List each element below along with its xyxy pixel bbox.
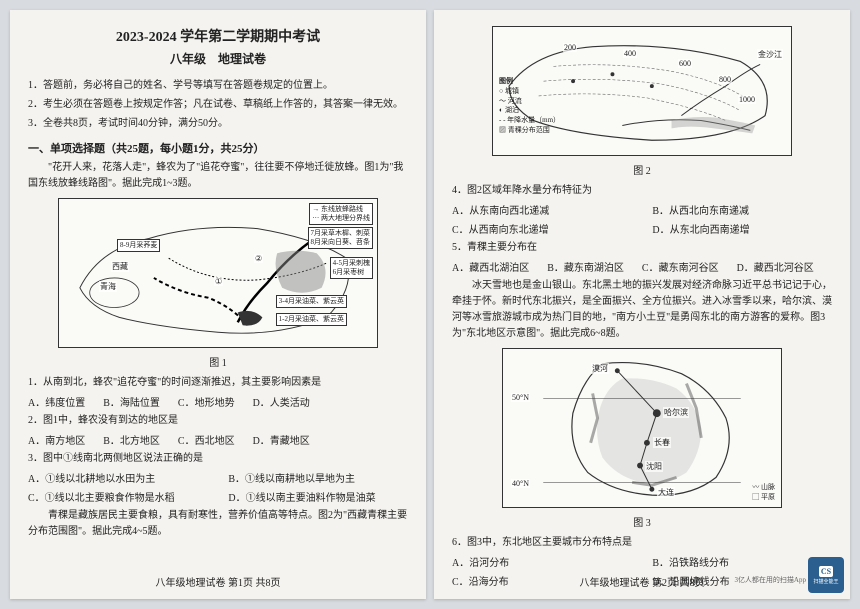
q6-options-row1: A．沿河分布 B．沿铁路线分布 [452, 554, 832, 569]
exam-subtitle: 八年级 地理试卷 [28, 50, 408, 67]
fig3-caption: 图 3 [452, 514, 832, 529]
q4-opt-c: C．从西南向东北递增 [452, 221, 634, 236]
passage-1: "花开人来，花落人走"，蜂农为了"追花夺蜜"，往往要不停地迁徙放蜂。图1为"我国… [28, 160, 408, 192]
q6-opt-b: B．沿铁路线分布 [652, 554, 729, 569]
label-xizang: 西藏 [111, 261, 129, 272]
q4-opt-b: B．从西北向东南递减 [652, 202, 749, 217]
q6-stem: 6．图3中，东北地区主要城市分布特点是 [452, 535, 832, 551]
box-br1: 3-4月采油菜、紫云英 [276, 295, 347, 308]
lat-40: 40°N [511, 479, 530, 488]
q2-opt-c: C．西北地区 [178, 432, 235, 447]
q4-options-row1: A．从东南向西北递减 B．从西北向东南递减 [452, 202, 832, 217]
q2-opt-a: A．南方地区 [28, 432, 85, 447]
fig1-caption: 图 1 [28, 354, 408, 369]
instructions-block: 1．答题前，务必将自己的姓名、学号等填写在答题卷规定的位置上。 2．考生必须在答… [28, 77, 408, 132]
label-line1: ① [214, 277, 223, 286]
cs-icon: CS [819, 566, 833, 577]
q3-opt-b: B．①线以南耕地以旱地为主 [228, 470, 355, 485]
q3-options-row1: A．①线以北耕地以水田为主 B．①线以南耕地以旱地为主 [28, 470, 408, 485]
q5-opt-c: C．藏东南河谷区 [642, 259, 719, 274]
box-tr: 7月采草木樨、刺菜 8月采向日葵、苕条 [308, 227, 374, 249]
contour-200: 200 [563, 43, 577, 52]
legend-arrows: → 东线放蜂路线 ⋯ 两大地理分界线 [309, 203, 373, 225]
q4-stem: 4．图2区域年降水量分布特征为 [452, 183, 832, 199]
q1-opt-d: D．人类活动 [253, 394, 310, 409]
fig2-caption: 图 2 [452, 162, 832, 177]
box-mr: 4-5月采刺槐 6月采枣树 [330, 257, 373, 279]
q4-options-row2: C．从西南向东北递增 D．从东北向西南递增 [452, 221, 832, 236]
label-qinghai: 青海 [99, 281, 117, 292]
q4-opt-d: D．从东北向西南递增 [652, 221, 749, 236]
q2-options: A．南方地区 B．北方地区 C．西北地区 D．青藏地区 [28, 432, 408, 447]
q5-opt-a: A．藏西北湖泊区 [452, 259, 529, 274]
instruction-1: 1．答题前，务必将自己的姓名、学号等填写在答题卷规定的位置上。 [28, 77, 408, 94]
fig2-legend: 图例 ○ 城镇 ～ 河流 ◐ 湖泊 - - 年降水量（mm） ▨ 青稞分布范围 [499, 77, 560, 136]
q5-options: A．藏西北湖泊区 B．藏东南湖泊区 C．藏东南河谷区 D．藏西北河谷区 [452, 259, 832, 274]
fig3-legend: 〰 山脉 ▢ 平原 [752, 483, 775, 503]
city-shenyang: 沈阳 [645, 461, 663, 472]
city-dalian: 大连 [657, 487, 675, 498]
passage-3: 冰天雪地也是金山银山。东北黑土地的振兴发展对经济命脉习近平总书记记于心，牵挂于怀… [452, 278, 832, 342]
section-1-head: 一、单项选择题（共25题，每小题1分，共25分） [28, 140, 408, 156]
q1-stem: 1．从南到北，蜂农"追花夺蜜"的时间逐渐推迟，其主要影响因素是 [28, 375, 408, 391]
watermark-text: 3亿人都在用的扫描App [734, 575, 806, 585]
page-1: 2023-2024 学年第二学期期中考试 八年级 地理试卷 1．答题前，务必将自… [10, 10, 426, 599]
q3-stem: 3．图中①线南北两侧地区说法正确的是 [28, 451, 408, 467]
contour-1000: 1000 [738, 95, 756, 104]
q5-opt-b: B．藏东南湖泊区 [547, 259, 624, 274]
city-changchun: 长春 [653, 437, 671, 448]
figure-3-map: 50°N 40°N 哈尔滨 长春 沈阳 大连 漠河 〰 山脉 ▢ 平原 [502, 348, 782, 508]
box-tl: 8-9月采荞麦 [117, 239, 160, 252]
q6-opt-a: A．沿河分布 [452, 554, 634, 569]
label-line2: ② [254, 254, 263, 263]
scanner-badge: CS 扫描全能王 [808, 557, 844, 593]
footer-1: 八年级地理试卷 第1页 共8页 [10, 574, 426, 589]
q3-opt-c: C．①线以北主要粮食作物是水稻 [28, 489, 210, 504]
q3-opt-d: D．①线以南主要油料作物是油菜 [228, 489, 375, 504]
city-mohe: 漠河 [591, 363, 609, 374]
q2-opt-b: B．北方地区 [103, 432, 160, 447]
instruction-2: 2．考生必须在答题卷上按规定作答；凡在试卷、草稿纸上作答的，其答案一律无效。 [28, 96, 408, 113]
q3-opt-a: A．①线以北耕地以水田为主 [28, 470, 210, 485]
figure-1-map: 西藏 青海 ① ② → 东线放蜂路线 ⋯ 两大地理分界线 8-9月采荞麦 7月采… [58, 198, 378, 348]
city-harbin: 哈尔滨 [663, 407, 689, 418]
river-jinsha: 金沙江 [757, 49, 783, 60]
contour-400: 400 [623, 49, 637, 58]
box-br2: 1-2月采油菜、紫云英 [276, 313, 347, 326]
passage-2: 青稞是藏族居民主要食粮，具有耐寒性，营养价值高等特点。图2为"西藏青稞主要分布范… [28, 508, 408, 540]
q1-opt-a: A．纬度位置 [28, 394, 85, 409]
q1-options: A．纬度位置 B．海陆位置 C．地形地势 D．人类活动 [28, 394, 408, 409]
q5-stem: 5．青稞主要分布在 [452, 240, 832, 256]
q2-stem: 2．图1中，蜂农没有到达的地区是 [28, 413, 408, 429]
exam-title: 2023-2024 学年第二学期期中考试 [28, 26, 408, 46]
page-2: 图例 ○ 城镇 ～ 河流 ◐ 湖泊 - - 年降水量（mm） ▨ 青稞分布范围 … [434, 10, 850, 599]
q1-opt-b: B．海陆位置 [103, 394, 160, 409]
contour-600: 600 [678, 59, 692, 68]
northeast-map-svg [503, 349, 781, 507]
q2-opt-d: D．青藏地区 [253, 432, 310, 447]
figure-2-map: 图例 ○ 城镇 ～ 河流 ◐ 湖泊 - - 年降水量（mm） ▨ 青稞分布范围 … [492, 26, 792, 156]
contour-800: 800 [718, 75, 732, 84]
q1-opt-c: C．地形地势 [178, 394, 235, 409]
q3-options-row2: C．①线以北主要粮食作物是水稻 D．①线以南主要油料作物是油菜 [28, 489, 408, 504]
q4-opt-a: A．从东南向西北递减 [452, 202, 634, 217]
lat-50: 50°N [511, 393, 530, 402]
q5-opt-d: D．藏西北河谷区 [737, 259, 814, 274]
instruction-3: 3．全卷共8页，考试时间40分钟，满分50分。 [28, 115, 408, 132]
